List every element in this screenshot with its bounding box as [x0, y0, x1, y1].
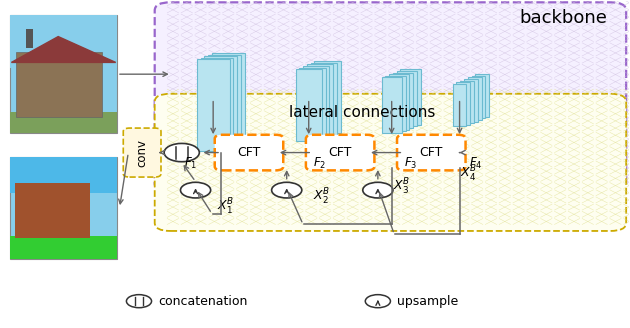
FancyBboxPatch shape: [464, 79, 478, 122]
FancyBboxPatch shape: [311, 63, 337, 134]
Text: $X_1^B$: $X_1^B$: [217, 197, 234, 217]
FancyBboxPatch shape: [10, 112, 117, 133]
Circle shape: [127, 295, 152, 308]
Text: concatenation: concatenation: [158, 295, 247, 308]
Text: $X_2^B$: $X_2^B$: [312, 187, 330, 207]
FancyBboxPatch shape: [123, 128, 161, 177]
FancyBboxPatch shape: [26, 29, 33, 48]
FancyBboxPatch shape: [10, 157, 117, 193]
FancyBboxPatch shape: [208, 54, 241, 146]
FancyBboxPatch shape: [10, 236, 117, 259]
Text: $X_3^B$: $X_3^B$: [393, 177, 411, 197]
Circle shape: [365, 295, 391, 308]
FancyBboxPatch shape: [397, 71, 417, 126]
FancyBboxPatch shape: [215, 135, 284, 170]
FancyBboxPatch shape: [386, 76, 406, 131]
FancyBboxPatch shape: [303, 66, 329, 138]
Text: CFT: CFT: [420, 146, 443, 159]
Text: $F_3$: $F_3$: [404, 156, 417, 171]
Text: $F_2$: $F_2$: [313, 156, 326, 171]
Text: backbone: backbone: [519, 9, 607, 27]
Text: $F_1$: $F_1$: [184, 156, 197, 171]
Circle shape: [363, 182, 393, 198]
Circle shape: [272, 182, 302, 198]
FancyBboxPatch shape: [397, 135, 466, 170]
FancyBboxPatch shape: [197, 59, 229, 151]
FancyBboxPatch shape: [467, 77, 481, 120]
Text: $X_4^B$: $X_4^B$: [460, 164, 477, 184]
FancyBboxPatch shape: [10, 15, 117, 133]
FancyBboxPatch shape: [306, 135, 374, 170]
Circle shape: [164, 143, 199, 162]
FancyBboxPatch shape: [212, 53, 244, 144]
FancyBboxPatch shape: [299, 68, 326, 139]
Text: $F_4$: $F_4$: [469, 156, 483, 171]
FancyBboxPatch shape: [314, 61, 341, 133]
Circle shape: [180, 182, 210, 198]
FancyBboxPatch shape: [155, 2, 626, 192]
FancyBboxPatch shape: [15, 183, 90, 238]
FancyBboxPatch shape: [10, 157, 117, 259]
FancyBboxPatch shape: [460, 81, 474, 123]
FancyBboxPatch shape: [475, 74, 489, 117]
Text: upsample: upsample: [397, 295, 458, 308]
Text: lateral connections: lateral connections: [289, 105, 435, 120]
FancyBboxPatch shape: [10, 15, 117, 68]
FancyBboxPatch shape: [295, 69, 322, 141]
FancyBboxPatch shape: [457, 82, 470, 125]
FancyBboxPatch shape: [382, 77, 402, 133]
FancyBboxPatch shape: [471, 76, 485, 118]
Text: CFT: CFT: [328, 146, 352, 159]
FancyBboxPatch shape: [200, 58, 233, 149]
FancyBboxPatch shape: [204, 56, 237, 148]
FancyBboxPatch shape: [307, 64, 333, 136]
FancyBboxPatch shape: [155, 94, 626, 231]
Polygon shape: [11, 36, 116, 62]
FancyBboxPatch shape: [16, 52, 102, 116]
Text: CFT: CFT: [238, 146, 261, 159]
Text: conv: conv: [135, 138, 149, 167]
FancyBboxPatch shape: [401, 69, 421, 125]
FancyBboxPatch shape: [389, 74, 410, 130]
FancyBboxPatch shape: [393, 72, 413, 128]
FancyBboxPatch shape: [453, 84, 466, 126]
